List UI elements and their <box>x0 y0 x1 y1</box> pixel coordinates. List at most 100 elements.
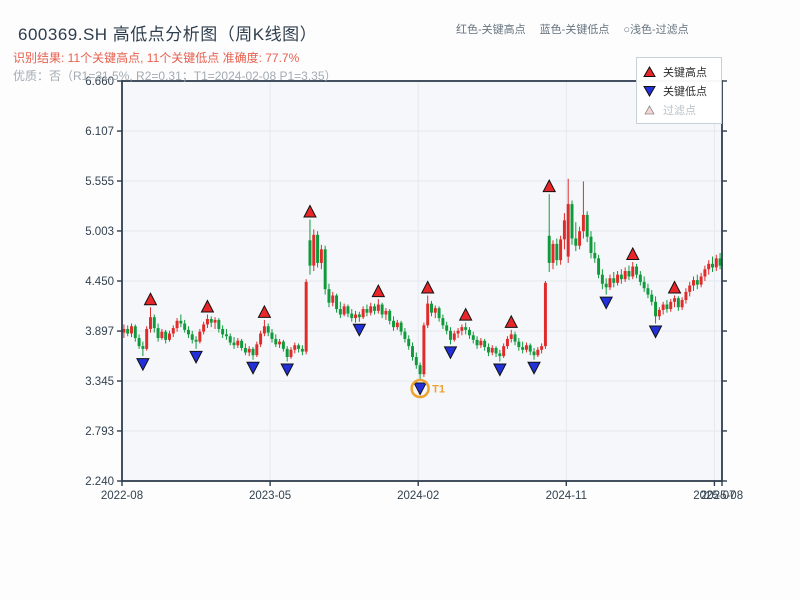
key-high-marker <box>542 179 557 193</box>
candle-body <box>646 288 650 295</box>
candle-body <box>562 220 566 240</box>
candle-body <box>247 348 251 353</box>
candle-body <box>574 238 578 246</box>
candle-body <box>289 349 293 358</box>
candle-body <box>650 294 654 302</box>
color-key-high: 红色-关键高点 <box>456 24 526 36</box>
candle-body <box>190 334 194 340</box>
candle-body <box>490 347 494 353</box>
candle-body <box>411 346 414 358</box>
candle-body <box>186 329 190 335</box>
candle-body <box>494 347 498 354</box>
candle-body <box>513 334 517 342</box>
candle-body <box>316 234 320 263</box>
candle-body <box>122 328 126 333</box>
candle-body <box>502 346 506 357</box>
candle-body <box>699 276 703 285</box>
candle-body <box>437 308 441 319</box>
candle-body <box>384 310 388 315</box>
candle-body <box>422 325 426 375</box>
candle-body <box>141 346 145 349</box>
color-key-filtered: ○浅色-过滤点 <box>623 24 689 36</box>
y-tick-label: 3.345 <box>85 376 114 388</box>
key-high-marker <box>504 314 519 328</box>
candle-body <box>414 357 418 366</box>
candle-body <box>293 345 297 350</box>
candle-body <box>259 333 263 345</box>
legend-item-key-low: 关键低点 <box>643 81 715 100</box>
candle-body <box>460 327 464 331</box>
candle-body <box>669 301 673 310</box>
legend-label-filtered: 过滤点 <box>663 104 696 117</box>
candle-body <box>585 214 589 237</box>
candle-body <box>581 214 585 232</box>
candle-body <box>441 318 445 326</box>
candle-body <box>589 236 593 253</box>
candle-body <box>657 309 661 317</box>
candle-body <box>149 317 152 329</box>
candle-body <box>395 322 399 328</box>
candle-body <box>684 291 688 301</box>
y-tick-label: 2.240 <box>85 476 114 488</box>
x-tick-label: 2024-02 <box>397 490 439 502</box>
candle-body <box>285 348 289 358</box>
candle-body <box>365 309 369 313</box>
x-tick-label: 2024-11 <box>546 490 587 502</box>
candle-body <box>403 331 407 339</box>
candle-body <box>202 324 206 332</box>
candle-body <box>274 338 278 345</box>
key-high-marker <box>200 299 215 313</box>
candle-body <box>323 249 327 290</box>
key-low-marker <box>189 350 203 364</box>
candle-body <box>338 309 342 315</box>
candle-body <box>566 204 570 257</box>
candle-body <box>266 326 270 333</box>
pale-triangle-icon <box>644 104 655 114</box>
candle-body <box>399 322 403 332</box>
candle-body <box>505 338 509 347</box>
key-low-marker <box>136 358 150 372</box>
candle-body <box>676 298 680 308</box>
candle-body <box>228 336 232 343</box>
candle-body <box>297 345 301 349</box>
candle-body <box>224 334 228 337</box>
candle-body <box>616 274 620 283</box>
key-low-marker <box>599 296 614 310</box>
candle-body <box>167 333 171 340</box>
y-tick-label: 6.107 <box>85 126 114 138</box>
candle-body <box>194 339 198 342</box>
candle-body <box>175 320 179 329</box>
candle-body <box>335 295 339 310</box>
candle-body <box>209 319 213 323</box>
candle-body <box>623 271 627 280</box>
candle-body <box>498 353 502 357</box>
legend-label-key-high: 关键高点 <box>663 66 707 79</box>
candle-body <box>665 304 669 310</box>
candle-body <box>528 345 532 352</box>
candle-body <box>688 285 692 292</box>
candle-body <box>570 204 574 239</box>
candle-body <box>179 320 183 324</box>
key-high-marker <box>625 246 640 260</box>
candle-body <box>304 281 308 352</box>
candle-body <box>483 340 487 348</box>
red-up-triangle-icon <box>643 65 656 77</box>
candle-body <box>346 306 350 314</box>
candle-body <box>418 365 422 375</box>
candle-body <box>661 304 665 310</box>
color-key-row: 红色-关键高点 蓝色-关键低点 ○浅色-过滤点 <box>456 21 689 37</box>
t1-annotation-ring <box>410 378 430 399</box>
candle-body <box>319 249 323 263</box>
candle-body <box>373 306 377 311</box>
candle-body <box>145 328 149 349</box>
candle-body <box>205 319 209 325</box>
key-high-marker <box>303 204 317 218</box>
candle-body <box>308 240 312 266</box>
candle-body <box>608 278 612 288</box>
candle-body <box>240 340 244 348</box>
candle-body <box>300 348 304 352</box>
candle-body <box>695 280 699 285</box>
candle-body <box>426 303 430 326</box>
